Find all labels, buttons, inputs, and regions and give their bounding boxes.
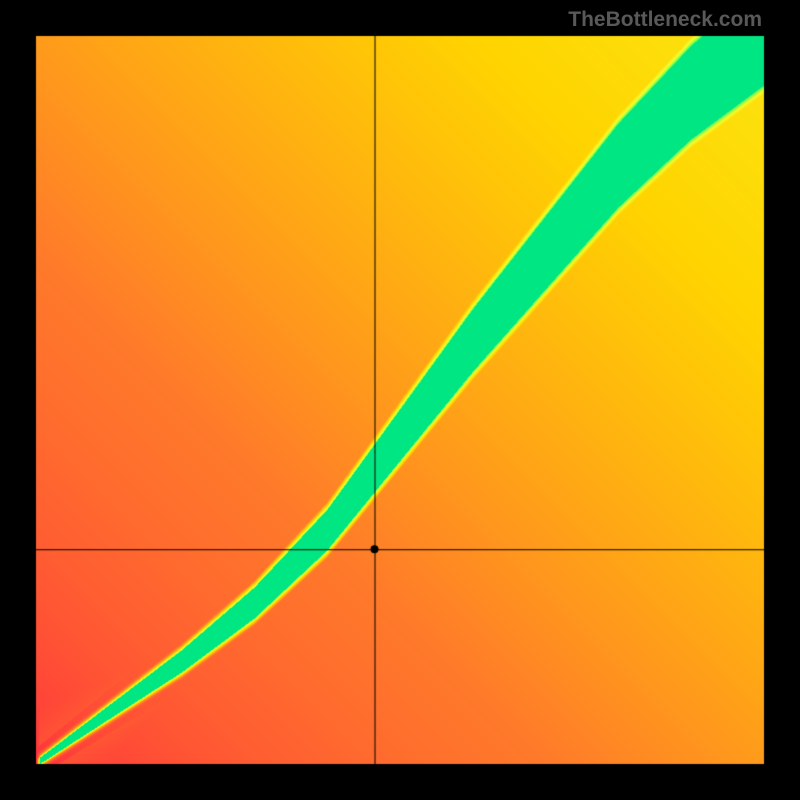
chart-container: TheBottleneck.com	[0, 0, 800, 800]
watermark-text: TheBottleneck.com	[568, 8, 762, 32]
bottleneck-heatmap-canvas	[0, 0, 800, 800]
